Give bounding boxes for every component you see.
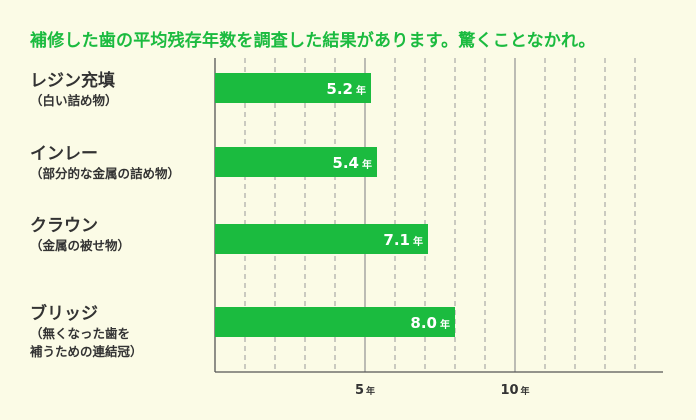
category-name: ブリッジ (30, 304, 98, 324)
category-name: レジン充填 (30, 71, 115, 91)
x-tick-label: 10 年 (500, 383, 529, 398)
bar (215, 224, 428, 254)
category-name: クラウン (30, 216, 98, 236)
category-label-inlay: インレー （部分的な金属の詰め物） (30, 143, 210, 183)
bar (215, 147, 377, 177)
category-subtitle: （無くなった歯を 補うための連結冠） (30, 326, 143, 359)
bar-value-label: 7.1 年 (383, 231, 423, 249)
category-name: インレー (30, 144, 98, 164)
bar-value-label: 5.2 年 (326, 80, 366, 98)
category-subtitle: （白い詰め物） (30, 93, 118, 108)
bar (215, 73, 371, 103)
bar-value-label: 5.4 年 (332, 154, 372, 172)
category-subtitle: （部分的な金属の詰め物） (30, 166, 181, 181)
chart-title: 補修した歯の平均残存年数を調査した結果があります。驚くことなかれ。 (30, 31, 596, 51)
category-subtitle: （金属の被せ物） (30, 238, 131, 253)
category-label-resin: レジン充填 （白い詰め物） (30, 70, 210, 110)
category-label-crown: クラウン （金属の被せ物） (30, 215, 210, 255)
category-label-bridge: ブリッジ （無くなった歯を 補うための連結冠） (30, 303, 210, 361)
bar-value-label: 8.0 年 (410, 314, 450, 332)
bar (215, 307, 455, 337)
